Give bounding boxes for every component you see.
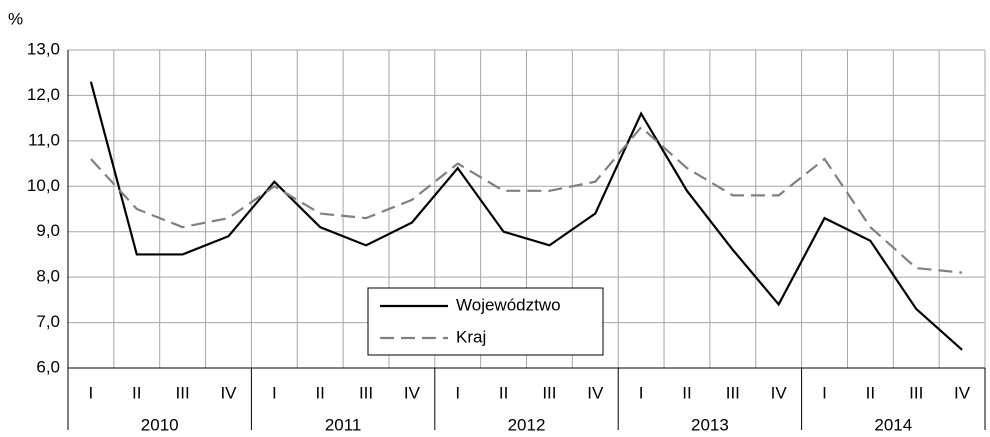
x-tick-label: IV xyxy=(220,383,237,402)
x-tick-label: I xyxy=(822,383,827,402)
x-tick-label: IV xyxy=(954,383,971,402)
x-tick-label: IV xyxy=(771,383,788,402)
x-tick-label: II xyxy=(315,383,324,402)
x-tick-label: II xyxy=(682,383,691,402)
x-tick-label: I xyxy=(639,383,644,402)
legend-label: Kraj xyxy=(456,327,486,346)
x-tick-label: I xyxy=(89,383,94,402)
x-tick-label: III xyxy=(359,383,373,402)
y-tick-label: 11,0 xyxy=(28,130,60,149)
x-tick-label: I xyxy=(455,383,460,402)
y-tick-label: 9,0 xyxy=(36,221,60,240)
x-tick-label: III xyxy=(726,383,740,402)
legend-box xyxy=(367,287,604,356)
x-tick-label: III xyxy=(176,383,190,402)
x-tick-label: III xyxy=(909,383,923,402)
legend-label: Województwo xyxy=(456,295,561,314)
group-label: 2010 xyxy=(141,415,179,434)
y-tick-label: 10,0 xyxy=(27,176,60,195)
group-label: 2013 xyxy=(691,415,729,434)
x-tick-label: IV xyxy=(404,383,421,402)
group-label: 2011 xyxy=(325,415,362,434)
y-tick-label: 7,0 xyxy=(36,312,60,331)
y-tick-label: 13,0 xyxy=(27,39,60,58)
series-line xyxy=(90,125,963,274)
y-tick-label: 8,0 xyxy=(36,267,60,286)
y-tick-label: 6,0 xyxy=(36,357,60,376)
series-line xyxy=(89,81,963,351)
x-tick-label: II xyxy=(499,383,508,402)
y-tick-label: 12,0 xyxy=(27,85,60,104)
group-label: 2014 xyxy=(874,415,912,434)
x-tick-label: II xyxy=(866,383,875,402)
x-tick-label: IV xyxy=(587,383,604,402)
y-axis-label: % xyxy=(8,9,23,28)
x-tick-label: II xyxy=(132,383,141,402)
x-tick-label: III xyxy=(542,383,556,402)
x-tick-label: I xyxy=(272,383,277,402)
group-label: 2012 xyxy=(508,415,546,434)
